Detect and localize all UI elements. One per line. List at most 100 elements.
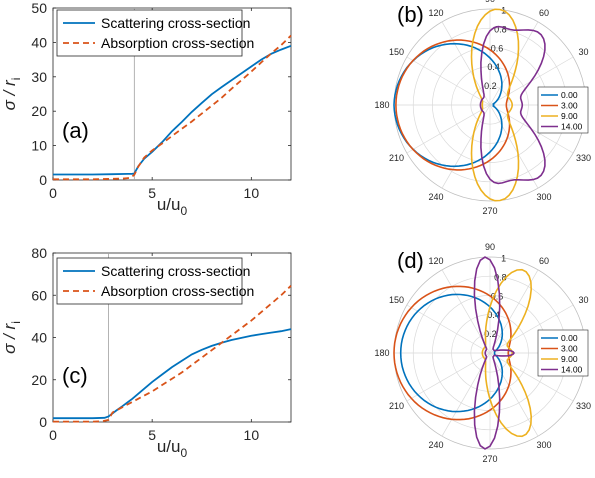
angle-tick-label: 270 bbox=[482, 206, 497, 216]
radial-tick-label: 0.8 bbox=[494, 24, 507, 34]
radial-tick-label: 0.6 bbox=[491, 43, 504, 53]
x-tick-label: 5 bbox=[148, 185, 156, 201]
panel-label: (b) bbox=[397, 2, 424, 27]
y-axis-label-main: σ / r bbox=[0, 79, 19, 110]
y-tick-label: 40 bbox=[31, 34, 47, 50]
x-axis-label: u/u0 bbox=[157, 437, 188, 460]
angular-grid-line bbox=[489, 21, 539, 106]
series-line-1 bbox=[53, 34, 292, 181]
polar-series-3 bbox=[473, 256, 515, 450]
y-tick-label: 0 bbox=[39, 172, 47, 188]
y-axis-label-sub: i bbox=[9, 78, 23, 81]
polar-legend-label: 14.00 bbox=[561, 365, 583, 375]
legend: Scattering cross-section Absorption cross… bbox=[56, 9, 254, 57]
series-line-0 bbox=[53, 328, 292, 420]
angle-tick-label: 300 bbox=[536, 440, 551, 450]
polar-series-3 bbox=[479, 25, 546, 185]
panel-label: (a) bbox=[62, 118, 89, 143]
radial-tick-label: 0.4 bbox=[487, 310, 500, 320]
legend: Scattering cross-section Absorption cross… bbox=[56, 257, 254, 305]
polar-series-0 bbox=[399, 293, 504, 413]
polar-legend-label: 14.00 bbox=[561, 122, 583, 132]
angle-tick-label: 240 bbox=[428, 192, 443, 202]
polar-chart-1: 30 60 90 120 150 180 210 240 270 300 330 0.2 0.4 0.6 0… bbox=[374, 0, 591, 216]
angular-grid-line bbox=[406, 104, 491, 154]
polar-legend-label: 3.00 bbox=[561, 344, 578, 354]
radial-tick-label: 0.8 bbox=[494, 272, 507, 282]
angle-tick-label: 150 bbox=[389, 47, 404, 57]
x-axis-label-main: u/u bbox=[157, 195, 181, 214]
radial-tick-label: 0.2 bbox=[484, 329, 497, 339]
line-chart-0: 0 5 10 0 10 20 30 40 50 Scattering cross-section A… bbox=[0, 0, 292, 218]
polar-legend-label: 9.00 bbox=[561, 111, 578, 121]
series-line-1 bbox=[53, 285, 292, 423]
angle-tick-label: 60 bbox=[539, 256, 549, 266]
panel-label: (d) bbox=[397, 248, 424, 273]
plot-frame bbox=[52, 7, 292, 181]
polar-series-1 bbox=[395, 39, 511, 171]
angle-tick-label: 90 bbox=[485, 0, 495, 4]
angle-tick-label: 90 bbox=[485, 242, 495, 252]
panel-label: (c) bbox=[62, 363, 88, 388]
angle-tick-label: 30 bbox=[579, 295, 589, 305]
angular-grid-line bbox=[489, 352, 539, 437]
y-tick-label: 40 bbox=[31, 330, 47, 346]
legend-box bbox=[56, 257, 243, 305]
polar-legend-label: 3.00 bbox=[561, 101, 578, 111]
x-tick-label: 5 bbox=[148, 427, 156, 443]
y-tick-label: 10 bbox=[31, 138, 47, 154]
angle-tick-label: 330 bbox=[576, 401, 591, 411]
x-axis-label-main: u/u bbox=[157, 437, 181, 456]
legend-label: Scattering cross-section bbox=[101, 263, 250, 279]
y-axis-label: σ / ri bbox=[0, 321, 23, 354]
radial-tick-label: 0.4 bbox=[487, 62, 500, 72]
x-axis-label: u/u0 bbox=[157, 195, 188, 218]
angle-tick-label: 120 bbox=[428, 256, 443, 266]
angle-tick-label: 60 bbox=[539, 8, 549, 18]
polar-series-1 bbox=[393, 285, 512, 421]
angular-grid-line bbox=[489, 104, 539, 189]
radial-tick-label: 0.6 bbox=[491, 291, 504, 301]
radial-tick-label: 0.2 bbox=[484, 81, 497, 91]
angular-grid-line bbox=[441, 104, 491, 189]
angle-tick-label: 270 bbox=[482, 454, 497, 464]
angle-tick-label: 330 bbox=[576, 153, 591, 163]
angular-grid-line bbox=[489, 304, 574, 354]
legend-label: Absorption cross-section bbox=[101, 283, 254, 299]
angle-tick-label: 120 bbox=[428, 8, 443, 18]
polar-legend-label: 9.00 bbox=[561, 354, 578, 364]
x-tick-label: 10 bbox=[244, 185, 260, 201]
legend-label: Absorption cross-section bbox=[101, 35, 254, 51]
radial-tick-label: 1 bbox=[501, 253, 506, 263]
angle-tick-label: 210 bbox=[389, 401, 404, 411]
angular-grid-line bbox=[406, 352, 491, 402]
y-axis-label-sub: i bbox=[9, 321, 23, 324]
angular-grid-line bbox=[406, 304, 491, 354]
y-tick-label: 50 bbox=[31, 0, 47, 16]
x-axis-label-sub: 0 bbox=[180, 204, 187, 218]
x-tick-label: 0 bbox=[49, 185, 57, 201]
polar-series-2 bbox=[481, 268, 533, 438]
x-axis-label-sub: 0 bbox=[180, 446, 187, 460]
y-tick-label: 20 bbox=[31, 103, 47, 119]
polar-series-0 bbox=[393, 42, 503, 168]
angle-tick-label: 240 bbox=[428, 440, 443, 450]
polar-series-2 bbox=[470, 8, 520, 202]
y-axis-label-main: σ / r bbox=[0, 322, 19, 353]
angle-tick-label: 150 bbox=[389, 295, 404, 305]
y-tick-label: 80 bbox=[31, 245, 47, 261]
angular-grid-line bbox=[489, 269, 539, 354]
angular-grid-line bbox=[489, 352, 574, 402]
angle-tick-label: 210 bbox=[389, 153, 404, 163]
angle-tick-label: 30 bbox=[579, 47, 589, 57]
legend-box bbox=[56, 9, 243, 57]
angle-tick-label: 300 bbox=[536, 192, 551, 202]
line-chart-2: 0 5 10 0 20 40 60 80 Scattering cross-section Abs… bbox=[0, 245, 292, 460]
y-tick-label: 30 bbox=[31, 69, 47, 85]
angular-grid-line bbox=[441, 21, 491, 106]
legend-label: Scattering cross-section bbox=[101, 15, 250, 31]
polar-chart-3: 30 60 90 120 150 180 210 240 270 300 330 0.2 0.4 0.6 0… bbox=[374, 242, 591, 464]
y-tick-label: 0 bbox=[39, 414, 47, 430]
